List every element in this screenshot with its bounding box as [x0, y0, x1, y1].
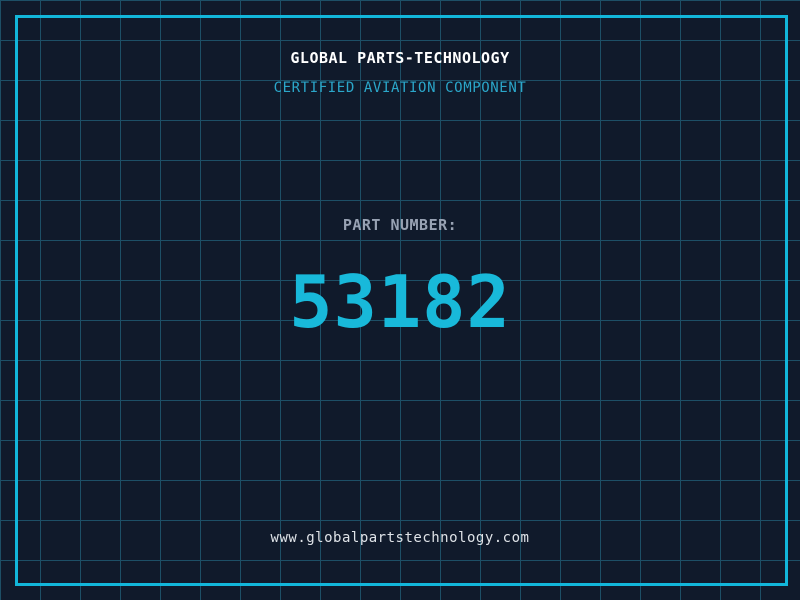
company-title: GLOBAL PARTS-TECHNOLOGY	[290, 49, 510, 67]
website-url: www.globalpartstechnology.com	[270, 530, 530, 546]
certification-subtitle: CERTIFIED AVIATION COMPONENT	[273, 80, 527, 96]
part-number-label: PART NUMBER:	[342, 216, 458, 234]
part-number-value: 53182	[289, 260, 511, 344]
